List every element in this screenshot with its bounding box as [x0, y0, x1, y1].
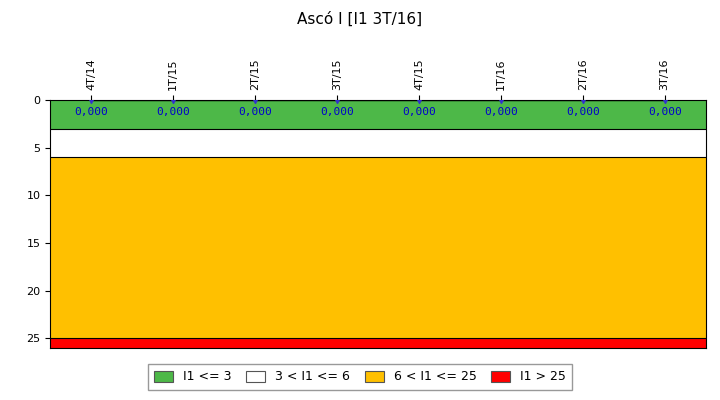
Bar — [50, 338, 706, 348]
Legend: I1 <= 3, 3 < I1 <= 6, 6 < I1 <= 25, I1 > 25: I1 <= 3, 3 < I1 <= 6, 6 < I1 <= 25, I1 >… — [148, 364, 572, 390]
Text: Ascó I [I1 3T/16]: Ascó I [I1 3T/16] — [297, 12, 423, 27]
Text: 0,000: 0,000 — [156, 107, 190, 117]
Bar — [50, 157, 706, 338]
Text: 0,000: 0,000 — [74, 107, 108, 117]
Point — [331, 97, 343, 103]
Point — [86, 97, 97, 103]
Text: 0,000: 0,000 — [566, 107, 600, 117]
Text: 0,000: 0,000 — [238, 107, 272, 117]
Text: 0,000: 0,000 — [320, 107, 354, 117]
Point — [249, 97, 261, 103]
Bar — [50, 129, 706, 157]
Text: 0,000: 0,000 — [648, 107, 682, 117]
Point — [577, 97, 588, 103]
Point — [495, 97, 507, 103]
Text: 0,000: 0,000 — [402, 107, 436, 117]
Point — [659, 97, 670, 103]
Point — [168, 97, 179, 103]
Point — [413, 97, 425, 103]
Text: 0,000: 0,000 — [484, 107, 518, 117]
Bar — [50, 100, 706, 129]
